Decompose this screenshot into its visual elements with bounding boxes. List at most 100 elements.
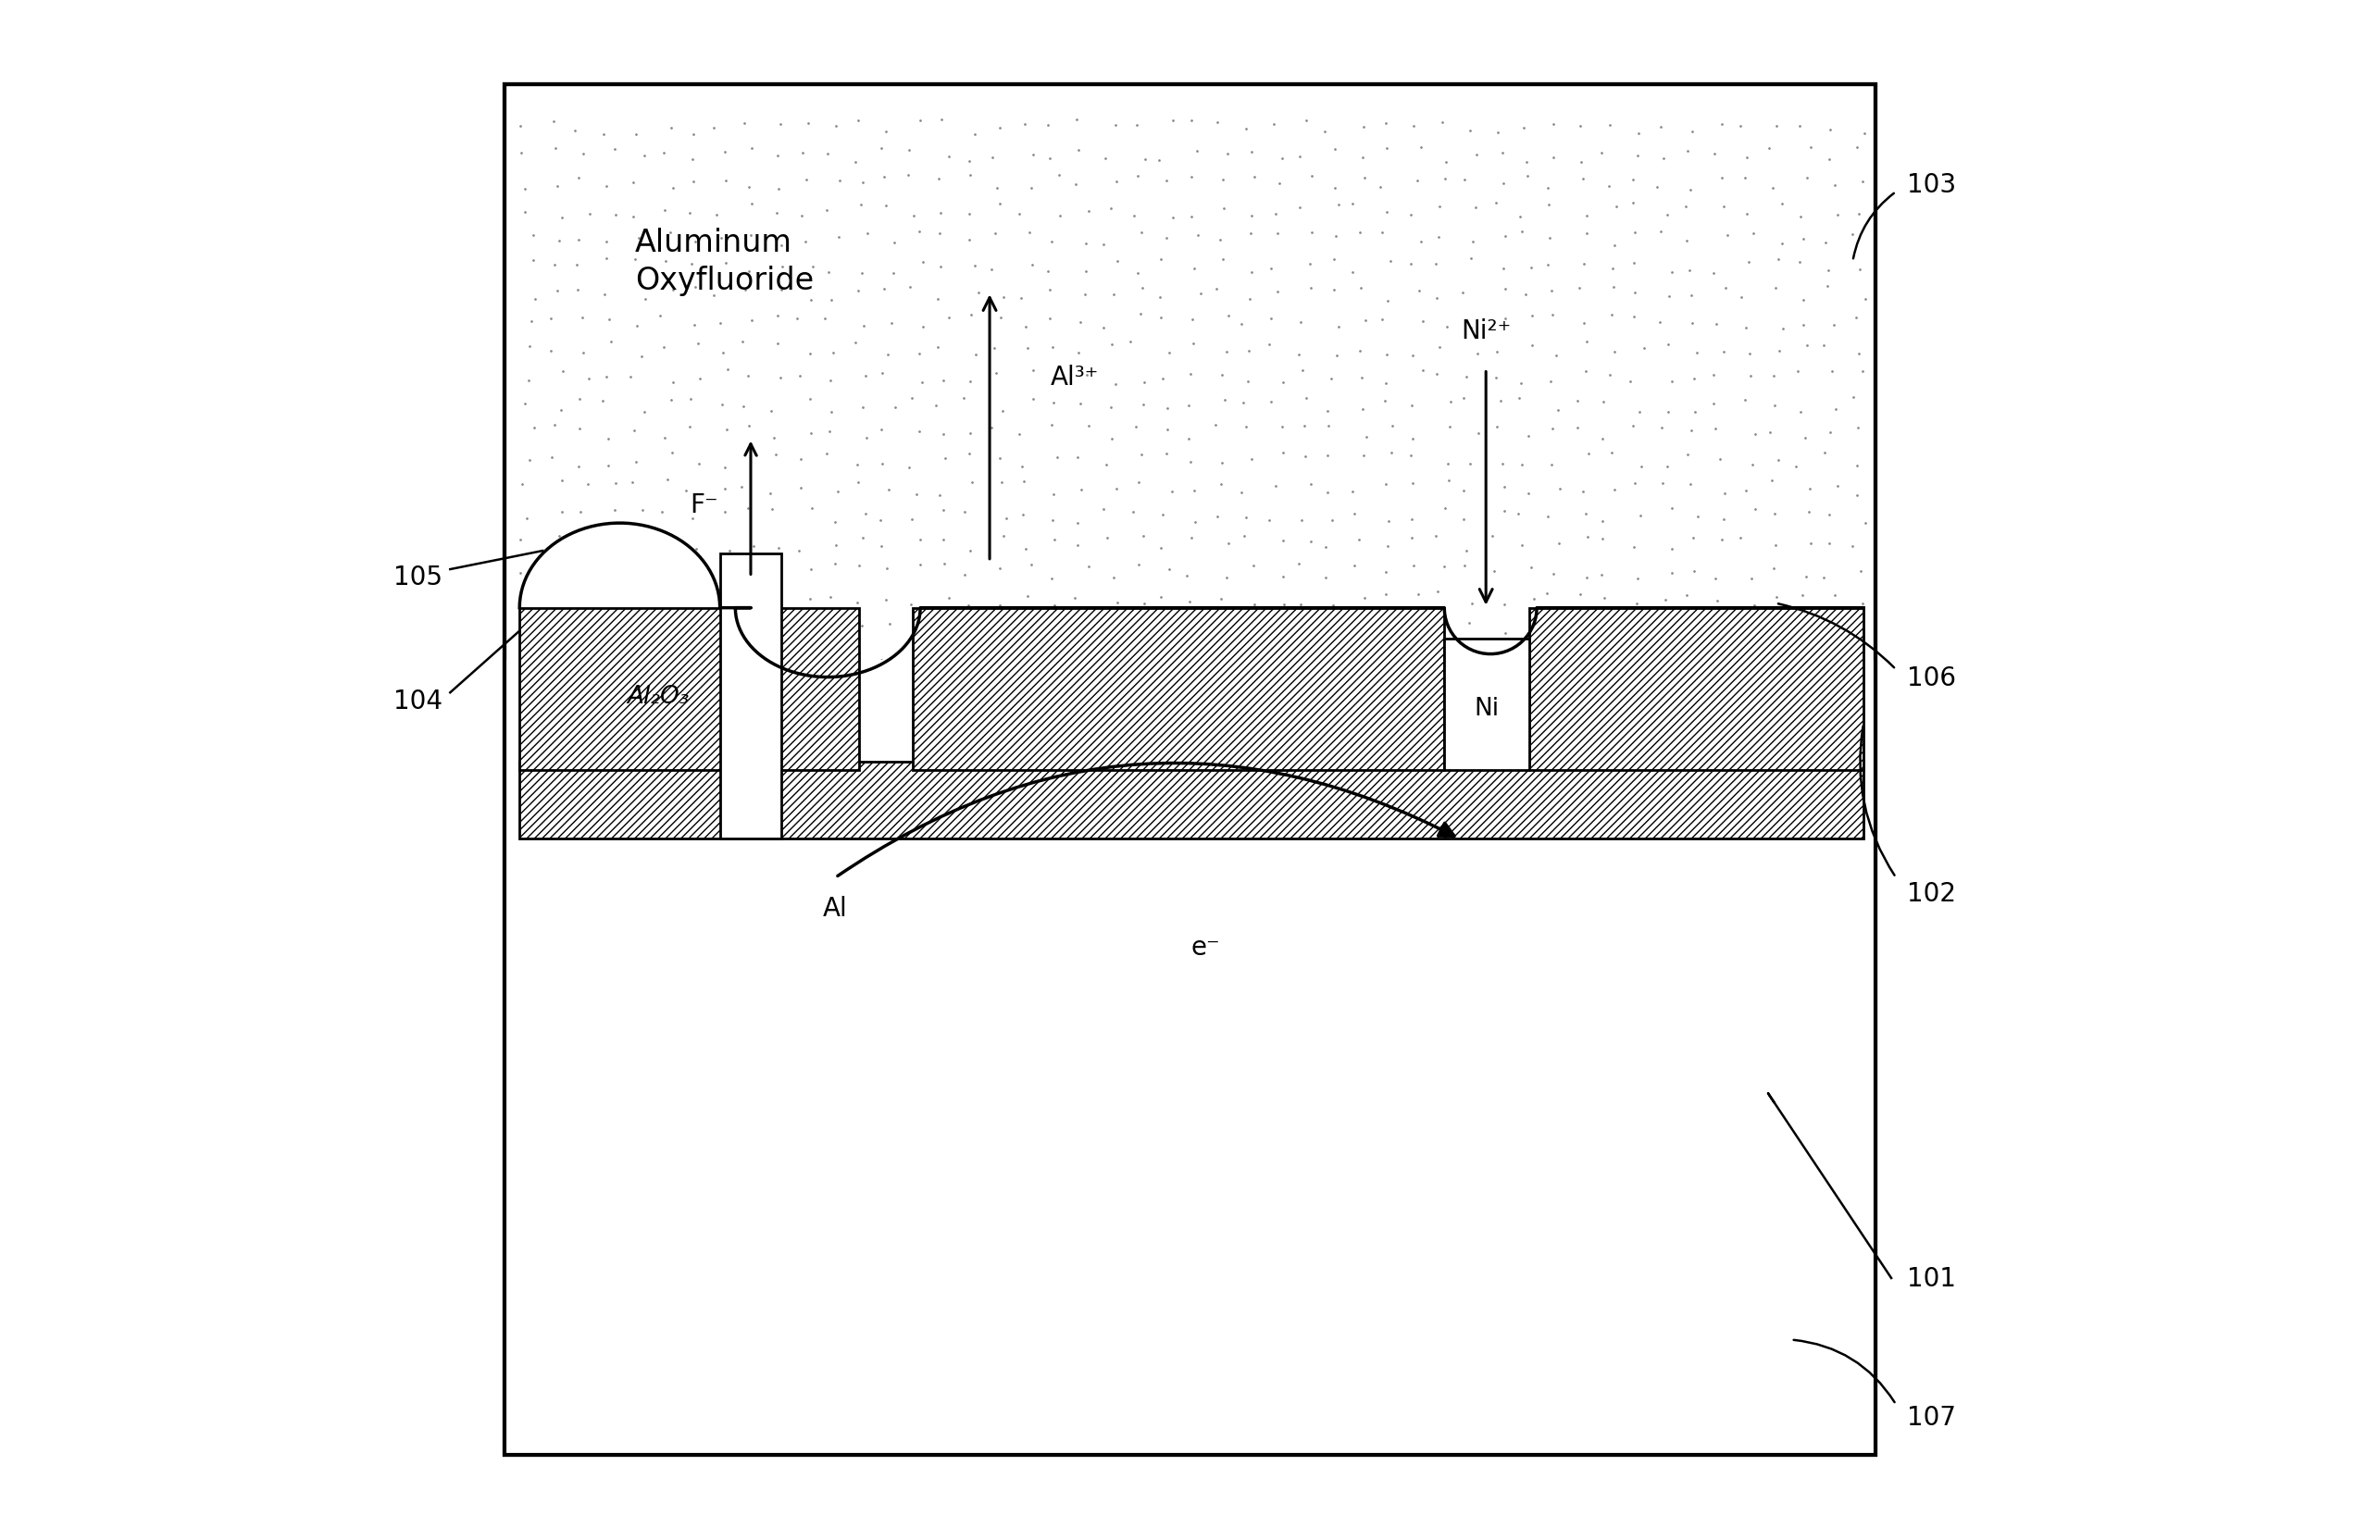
Point [1061, 311, 1100, 336]
Bar [1445, 639, 1528, 770]
Point [1476, 367, 1514, 391]
Point [1283, 310, 1321, 334]
Point [1616, 591, 1654, 616]
Point [538, 176, 576, 200]
Point [1335, 502, 1373, 527]
Point [921, 202, 959, 226]
Point [1621, 122, 1659, 146]
Point [514, 248, 552, 273]
Point [1292, 530, 1330, 554]
Point [559, 388, 597, 413]
Point [807, 442, 845, 467]
Point [1142, 536, 1180, 561]
Point [793, 496, 831, 521]
Point [619, 314, 657, 339]
Point [724, 330, 762, 354]
Point [640, 303, 678, 328]
Point [614, 205, 652, 229]
Point [1561, 277, 1599, 302]
Point [533, 581, 571, 605]
Point [1057, 172, 1095, 197]
Point [1702, 112, 1740, 137]
Point [588, 246, 626, 271]
Point [724, 394, 762, 419]
Point [1304, 120, 1342, 145]
Point [1418, 362, 1457, 387]
Point [1445, 508, 1483, 533]
Point [840, 471, 878, 496]
Point [1202, 228, 1240, 253]
Point [1454, 591, 1492, 616]
Point [1316, 225, 1354, 249]
Point [1123, 220, 1161, 245]
Point [1347, 425, 1385, 450]
Point [919, 288, 957, 313]
Point [1654, 260, 1692, 285]
Point [976, 336, 1014, 360]
Point [626, 400, 664, 425]
Point [945, 387, 983, 411]
Point [847, 502, 885, 527]
Point [778, 308, 816, 333]
Point [1123, 444, 1161, 468]
Point [840, 279, 878, 303]
Point [1616, 282, 1654, 306]
Point [1140, 286, 1178, 311]
Point [783, 642, 821, 667]
Point [1621, 400, 1659, 425]
Point [1092, 427, 1130, 451]
Point [1069, 199, 1107, 223]
Point [671, 202, 709, 226]
Point [1399, 279, 1438, 303]
Point [1583, 142, 1621, 166]
Point [1371, 249, 1409, 274]
Point [1347, 310, 1385, 334]
Point [655, 177, 693, 202]
Point [1233, 203, 1271, 228]
Point [1754, 556, 1792, 581]
Point [1009, 336, 1047, 360]
Point [645, 199, 683, 223]
Point [540, 561, 578, 585]
Point [900, 220, 938, 245]
Point [1031, 279, 1069, 303]
Point [793, 288, 831, 313]
Point [1668, 442, 1706, 467]
Point [1154, 206, 1192, 231]
Point [1483, 453, 1521, 477]
Point [1423, 111, 1461, 136]
Point [619, 537, 657, 562]
Point [759, 177, 797, 202]
Point [655, 371, 693, 396]
Point [1514, 256, 1552, 280]
Point [1454, 229, 1492, 254]
Point [655, 279, 693, 303]
Text: 107: 107 [1906, 1404, 1956, 1429]
Point [892, 508, 931, 533]
Point [1647, 588, 1685, 613]
Point [762, 234, 800, 259]
Point [1204, 248, 1242, 273]
Point [559, 228, 597, 253]
Point [1652, 561, 1690, 585]
Point [866, 120, 904, 145]
Point [1176, 257, 1214, 282]
Point [1285, 445, 1323, 470]
Point [1583, 390, 1621, 414]
Point [1837, 618, 1875, 642]
Point [1226, 524, 1264, 548]
Point [569, 561, 607, 585]
Point [731, 223, 769, 248]
Point [1699, 622, 1737, 647]
Point [1640, 636, 1678, 661]
Point [1530, 192, 1568, 217]
Point [783, 142, 821, 166]
Point [1430, 414, 1468, 439]
Point [624, 561, 662, 585]
Point [1759, 585, 1797, 610]
Point [1426, 613, 1464, 638]
Point [533, 642, 571, 667]
Point [1316, 343, 1354, 368]
Point [973, 257, 1012, 282]
Point [1200, 650, 1238, 675]
